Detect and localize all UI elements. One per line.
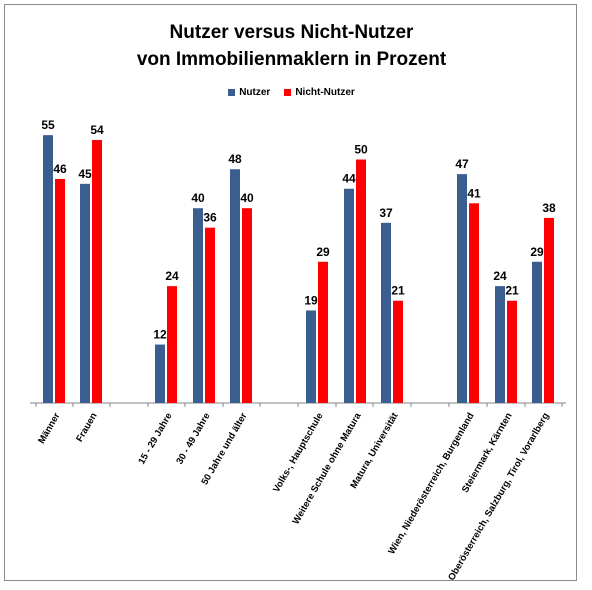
data-label-nicht-nutzer-5: 29 bbox=[316, 245, 330, 259]
bar-nutzer-3 bbox=[193, 208, 203, 403]
data-label-nutzer-1: 45 bbox=[78, 167, 92, 181]
data-label-nutzer-9: 24 bbox=[493, 269, 507, 283]
data-label-nicht-nutzer-9: 21 bbox=[505, 284, 519, 298]
bar-nicht-nutzer-7 bbox=[393, 300, 403, 403]
data-label-nicht-nutzer-6: 50 bbox=[354, 143, 368, 157]
legend-label-nutzer: Nutzer bbox=[239, 87, 271, 98]
chart-title: Nutzer versus Nicht-Nutzer von Immobilie… bbox=[5, 19, 578, 73]
bar-nutzer-6 bbox=[344, 188, 354, 403]
legend-swatch-nutzer bbox=[228, 89, 236, 96]
bar-nicht-nutzer-9 bbox=[507, 300, 517, 403]
data-label-nutzer-8: 47 bbox=[455, 157, 469, 171]
bar-nicht-nutzer-10 bbox=[544, 217, 554, 403]
bar-nicht-nutzer-6 bbox=[356, 159, 366, 403]
legend-item-nutzer: Nutzer bbox=[228, 87, 270, 98]
category-label-3: 30 - 49 Jahre bbox=[174, 411, 212, 466]
bar-nicht-nutzer-3 bbox=[205, 227, 215, 403]
chart-title-line-1: Nutzer versus Nicht-Nutzer bbox=[169, 22, 414, 43]
bar-nicht-nutzer-4 bbox=[242, 208, 252, 403]
bar-nutzer-10 bbox=[532, 261, 542, 403]
bar-nicht-nutzer-1 bbox=[92, 140, 102, 403]
data-label-nutzer-4: 48 bbox=[228, 152, 242, 166]
bar-nutzer-4 bbox=[230, 169, 240, 403]
data-label-nutzer-2: 12 bbox=[153, 328, 167, 342]
category-label-2: 15 - 29 Jahre bbox=[136, 411, 174, 466]
category-label-6: Weitere Schule ohne Matura bbox=[291, 410, 364, 526]
bar-nutzer-8 bbox=[457, 174, 467, 403]
data-label-nutzer-3: 40 bbox=[191, 191, 205, 205]
data-label-nutzer-10: 29 bbox=[530, 245, 544, 259]
data-label-nicht-nutzer-4: 40 bbox=[240, 191, 254, 205]
bar-nicht-nutzer-5 bbox=[318, 261, 328, 403]
bar-nicht-nutzer-8 bbox=[469, 203, 479, 403]
data-label-nicht-nutzer-0: 46 bbox=[53, 162, 67, 176]
data-label-nicht-nutzer-1: 54 bbox=[90, 123, 104, 137]
bar-nutzer-1 bbox=[80, 183, 90, 403]
bar-nutzer-5 bbox=[306, 310, 316, 403]
data-label-nutzer-0: 55 bbox=[41, 118, 55, 132]
bar-nicht-nutzer-2 bbox=[167, 286, 177, 403]
data-label-nutzer-5: 19 bbox=[304, 293, 318, 307]
data-label-nicht-nutzer-8: 41 bbox=[467, 186, 481, 200]
bar-nutzer-7 bbox=[381, 222, 391, 403]
category-label-1: Frauen bbox=[74, 411, 99, 444]
bar-nutzer-2 bbox=[155, 344, 165, 403]
data-label-nutzer-6: 44 bbox=[342, 172, 356, 186]
data-label-nutzer-7: 37 bbox=[379, 206, 393, 220]
data-label-nicht-nutzer-7: 21 bbox=[391, 284, 405, 298]
data-label-nicht-nutzer-10: 38 bbox=[542, 201, 556, 215]
bar-nutzer-0 bbox=[43, 135, 53, 403]
legend-swatch-nicht-nutzer bbox=[284, 89, 292, 96]
legend-item-nicht-nutzer: Nicht-Nutzer bbox=[284, 87, 355, 98]
data-label-nicht-nutzer-2: 24 bbox=[165, 269, 179, 283]
category-label-0: Männer bbox=[36, 411, 63, 446]
bar-nutzer-9 bbox=[495, 286, 505, 403]
chart-legend: Nutzer Nicht-Nutzer bbox=[5, 87, 578, 98]
chart-title-line-2: von Immobilienmaklern in Prozent bbox=[136, 49, 447, 70]
bar-nicht-nutzer-0 bbox=[55, 178, 65, 403]
data-label-nicht-nutzer-3: 36 bbox=[203, 211, 217, 225]
legend-label-nicht-nutzer: Nicht-Nutzer bbox=[295, 87, 355, 98]
